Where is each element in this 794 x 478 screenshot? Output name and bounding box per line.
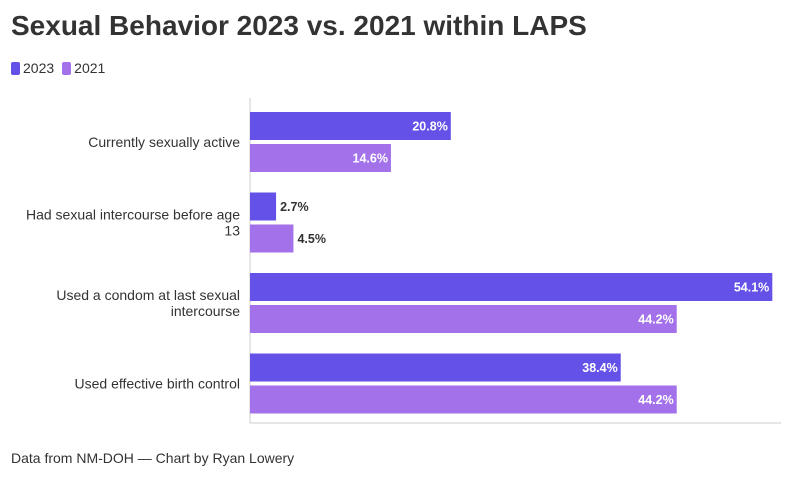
legend-swatch-2021	[62, 61, 72, 75]
value-label: 14.6%	[353, 152, 388, 166]
category-label: Currently sexually active	[88, 134, 240, 150]
legend-swatch-2023	[11, 61, 20, 75]
bar-2021	[250, 305, 677, 333]
category-label: Had sexual intercourse before age 13	[26, 207, 240, 239]
value-label: 54.1%	[734, 281, 769, 295]
chart-footer: Data from NM-DOH — Chart by Ryan Lowery	[11, 450, 295, 466]
bar-2021	[250, 224, 294, 253]
bar-2023	[250, 192, 277, 221]
value-label: 44.2%	[638, 393, 673, 407]
bar-2023	[250, 112, 451, 140]
chart-legend: 2023 2021	[11, 60, 105, 76]
bar-2021	[250, 385, 677, 414]
chart-title: Sexual Behavior 2023 vs. 2021 within LAP…	[11, 10, 587, 41]
value-label: 38.4%	[582, 361, 617, 375]
bar-2023	[250, 353, 621, 382]
legend-item-2023: 2023	[11, 60, 54, 76]
bar-2021	[250, 144, 391, 172]
bar-2023	[250, 273, 773, 301]
category-label: Used effective birth control	[75, 376, 241, 392]
legend-label-2021: 2021	[74, 60, 106, 76]
value-label: 2.7%	[280, 200, 309, 214]
value-label: 20.8%	[412, 120, 447, 134]
category-label: Used a condom at last sexual intercourse	[56, 287, 240, 319]
legend-label-2023: 2023	[23, 60, 55, 76]
legend-item-2021: 2021	[62, 60, 105, 76]
value-label: 44.2%	[638, 313, 673, 327]
value-label: 4.5%	[297, 232, 326, 246]
